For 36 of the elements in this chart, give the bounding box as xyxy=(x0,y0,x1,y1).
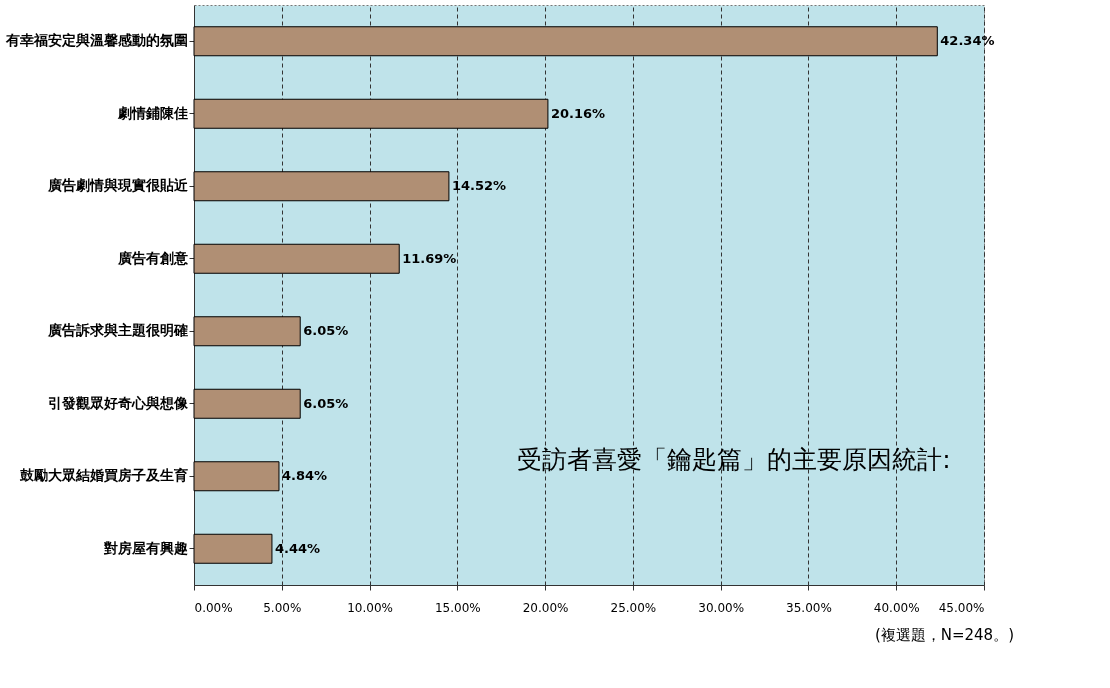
text: (複選題，N=248。) xyxy=(874,626,1014,644)
data-label: 20.16% xyxy=(550,105,606,121)
bar xyxy=(193,388,301,419)
data-label: 14.52% xyxy=(451,178,507,194)
bar xyxy=(193,171,450,202)
x-tick-label: 10.00% xyxy=(347,600,393,615)
x-tick-label: 40.00% xyxy=(873,600,920,615)
text: 受訪者喜愛「鑰匙篇」的主要原因統計: xyxy=(517,445,951,474)
x-tick-label: 45.00% xyxy=(938,600,985,615)
x-tick-label: 35.00% xyxy=(786,600,832,615)
y-tick-label: 鼓勵大眾結婚買房子及生育 xyxy=(18,467,188,484)
data-label: 6.05% xyxy=(303,323,349,339)
data-label: 4.84% xyxy=(281,468,328,484)
bar xyxy=(193,461,280,492)
x-tick-label: 15.00% xyxy=(434,600,481,615)
y-tick-label: 廣告劇情與現實很貼近 xyxy=(46,177,189,194)
y-tick-label: 有幸福安定與溫馨感動的氛圍 xyxy=(4,32,188,49)
x-tick-label: 25.00% xyxy=(610,600,657,615)
bar xyxy=(193,26,938,57)
y-tick-label: 廣告有創意 xyxy=(116,249,189,266)
y-tick-label: 引發觀眾好奇心與想像 xyxy=(47,394,189,411)
x-tick-label: 0.00% xyxy=(194,600,233,615)
data-label: 42.34% xyxy=(940,33,995,49)
bar xyxy=(193,533,273,564)
data-label: 6.05% xyxy=(303,395,349,411)
data-label: 11.69% xyxy=(402,250,457,266)
x-tick-label: 5.00% xyxy=(263,600,302,615)
bar xyxy=(193,243,400,274)
bar xyxy=(193,316,301,347)
data-label: 4.44% xyxy=(274,540,321,556)
x-tick-label: 30.00% xyxy=(698,600,745,615)
x-tick-label: 20.00% xyxy=(522,600,569,615)
bar xyxy=(193,98,549,129)
y-tick-label: 劇情鋪陳佳 xyxy=(116,104,188,121)
y-tick-label: 對房屋有興趣 xyxy=(102,539,188,556)
y-tick-label: 廣告訴求與主題很明確 xyxy=(46,322,188,339)
